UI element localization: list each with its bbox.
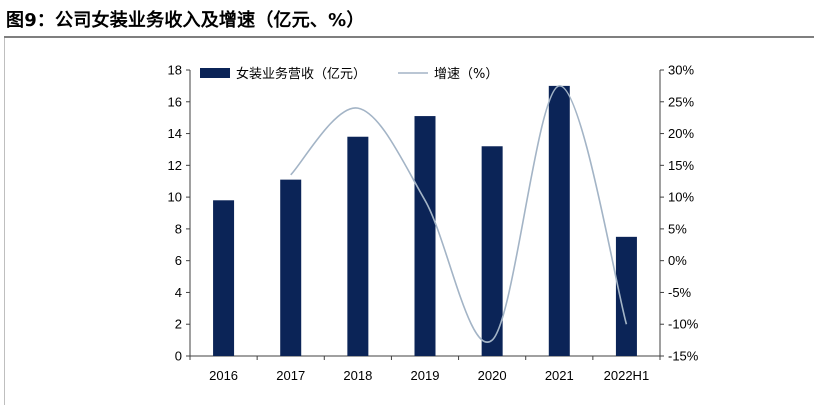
left-tick-label: 14 bbox=[168, 126, 182, 141]
legend: 女装业务营收（亿元） 增速（%） bbox=[200, 66, 498, 82]
left-tick-label: 0 bbox=[175, 349, 182, 364]
bar bbox=[280, 179, 302, 356]
x-tick-label: 2016 bbox=[209, 368, 238, 383]
left-tick-label: 10 bbox=[168, 190, 182, 205]
right-tick-label: 25% bbox=[668, 94, 694, 109]
bar bbox=[347, 136, 369, 356]
right-tick-label: -10% bbox=[668, 317, 699, 332]
title-divider bbox=[4, 36, 814, 38]
x-tick-label: 2018 bbox=[343, 368, 372, 383]
bar bbox=[213, 200, 235, 356]
bar bbox=[548, 85, 570, 356]
x-tick-label: 2017 bbox=[276, 368, 305, 383]
left-tick-label: 12 bbox=[168, 158, 182, 173]
x-tick-label: 2021 bbox=[545, 368, 574, 383]
x-tick-labels: 2016 2017 2018 2019 2020 2021 2022H1 bbox=[209, 368, 649, 383]
left-tick-label: 8 bbox=[175, 221, 182, 236]
legend-bar-swatch bbox=[200, 68, 230, 78]
left-border bbox=[4, 38, 5, 405]
right-tick-label: 15% bbox=[668, 158, 694, 173]
growth-line bbox=[290, 85, 628, 343]
left-tick-label: 16 bbox=[168, 94, 182, 109]
left-tick-labels: 0 2 4 6 8 10 12 14 16 18 bbox=[168, 63, 182, 364]
bar bbox=[615, 236, 637, 356]
right-tick-label: 0% bbox=[668, 253, 687, 268]
bar bbox=[481, 146, 503, 356]
right-tick-label: 5% bbox=[668, 221, 687, 236]
left-tick-label: 6 bbox=[175, 253, 182, 268]
right-tick-label: 20% bbox=[668, 126, 694, 141]
right-tick-label: 10% bbox=[668, 190, 694, 205]
line-series bbox=[290, 85, 628, 343]
right-tick-label: 30% bbox=[668, 63, 694, 78]
left-tick-label: 4 bbox=[175, 285, 182, 300]
left-tick-label: 2 bbox=[175, 317, 182, 332]
left-tick-label: 18 bbox=[168, 63, 182, 78]
figure-title: 图9：公司女装业务收入及增速（亿元、%） bbox=[6, 10, 365, 31]
bar bbox=[414, 116, 436, 356]
bar-series bbox=[213, 85, 637, 356]
x-tick-label: 2020 bbox=[478, 368, 507, 383]
x-tick-label: 2019 bbox=[411, 368, 440, 383]
legend-bar-label: 女装业务营收（亿元） bbox=[236, 66, 366, 82]
x-tick-label: 2022H1 bbox=[604, 368, 650, 383]
legend-line-label: 增速（%） bbox=[434, 67, 498, 82]
right-tick-label: -5% bbox=[668, 285, 692, 300]
right-tick-label: -15% bbox=[668, 349, 699, 364]
right-tick-labels: -15% -10% -5% 0% 5% 10% 15% 20% 25% 30% bbox=[668, 63, 699, 364]
